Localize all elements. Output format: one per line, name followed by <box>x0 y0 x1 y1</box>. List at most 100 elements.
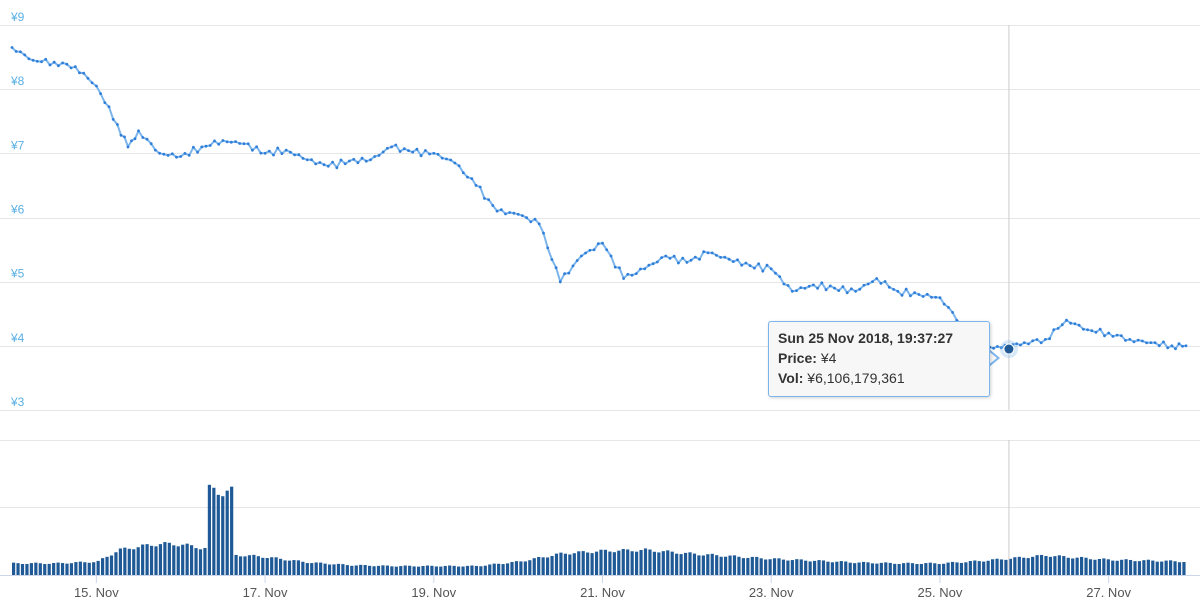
price-point <box>723 255 727 259</box>
price-point <box>744 261 748 265</box>
price-point <box>394 143 398 147</box>
volume-bar <box>621 549 625 575</box>
price-point <box>326 164 330 168</box>
volume-bar <box>559 552 563 575</box>
volume-bar <box>292 560 296 575</box>
price-point <box>951 311 954 314</box>
price-point <box>1184 344 1188 348</box>
volume-bar <box>314 562 318 575</box>
price-point <box>208 144 212 147</box>
price-point <box>774 271 777 275</box>
price-point <box>786 284 790 287</box>
volume-bar <box>817 560 821 575</box>
volume-bar <box>492 563 496 575</box>
price-point <box>487 198 490 202</box>
volume-bar <box>488 564 492 575</box>
price-point <box>364 159 368 163</box>
price-point <box>710 251 714 255</box>
volume-bar <box>870 563 875 575</box>
grid-layer <box>0 25 1200 576</box>
price-point <box>753 266 756 270</box>
volume-bar <box>310 563 314 575</box>
volume-bar <box>1022 557 1026 575</box>
price-point <box>221 139 225 142</box>
volume-bar <box>781 559 786 575</box>
volume-bar <box>252 554 256 575</box>
price-point <box>162 152 166 156</box>
volume-bar <box>942 563 946 575</box>
price-point <box>1145 341 1148 345</box>
price-point <box>35 59 39 63</box>
volume-bar <box>594 551 599 575</box>
volume-bar <box>439 566 443 575</box>
price-point <box>1157 344 1161 348</box>
price-point <box>65 62 69 66</box>
volume-bar <box>973 560 977 575</box>
volume-bar <box>772 558 777 575</box>
price-point <box>757 262 760 266</box>
volume-bar <box>737 556 741 575</box>
price-point <box>145 137 149 141</box>
price-point <box>57 64 60 68</box>
volume-bar <box>563 553 567 575</box>
price-point <box>672 254 676 258</box>
price-point <box>592 248 596 252</box>
volume-bar <box>910 563 915 575</box>
volume-bar <box>136 547 140 575</box>
price-point <box>925 292 929 296</box>
tooltip-title: Sun 25 Nov 2018, 19:37:27 <box>778 330 954 346</box>
volume-bar <box>327 564 332 575</box>
price-point <box>1073 322 1077 326</box>
price-point <box>99 92 102 95</box>
volume-bar <box>132 549 136 575</box>
price-point <box>179 155 183 158</box>
volume-bar <box>323 563 327 575</box>
price-point <box>546 246 550 250</box>
price-point <box>133 137 137 141</box>
price-point <box>1141 339 1144 343</box>
price-point <box>1181 344 1184 348</box>
volume-bar <box>425 565 430 575</box>
price-point <box>27 57 31 61</box>
volume-bar <box>265 558 269 575</box>
volume-bar <box>1026 558 1030 575</box>
volume-bar <box>897 564 901 575</box>
price-point <box>571 264 575 268</box>
volume-bar <box>190 545 194 575</box>
price-point <box>78 71 81 75</box>
price-point <box>14 50 18 53</box>
volume-bar <box>857 562 861 575</box>
volume-bar <box>221 496 225 575</box>
price-line-series <box>10 46 1188 352</box>
price-point <box>82 71 86 75</box>
volume-bar <box>354 565 358 575</box>
price-point <box>1177 342 1181 346</box>
volume-bar <box>92 562 96 575</box>
volume-bar <box>1177 562 1182 575</box>
y-tick-label: ¥9 <box>10 10 25 24</box>
price-point <box>892 288 895 291</box>
price-point <box>812 283 815 287</box>
price-point <box>44 57 48 61</box>
volume-bar <box>715 555 719 575</box>
price-point <box>1153 341 1157 345</box>
price-point <box>1086 328 1089 332</box>
price-point <box>10 46 14 49</box>
price-point <box>1098 327 1102 331</box>
price-point <box>242 142 246 146</box>
price-point <box>668 256 672 260</box>
volume-bar <box>581 551 585 575</box>
volume-bar <box>47 563 51 575</box>
price-point <box>461 171 465 175</box>
volume-bar <box>158 544 163 575</box>
volume-bar <box>194 548 198 575</box>
volume-bar <box>38 563 42 575</box>
volume-bar <box>603 549 608 575</box>
volume-bar <box>465 565 470 575</box>
volume-bar <box>546 557 550 575</box>
volume-bar <box>541 557 545 575</box>
volume-bar <box>1111 560 1115 575</box>
volume-bar <box>1151 560 1155 575</box>
x-axis-tick-labels: 15. Nov 17. Nov 19. Nov 21. Nov 23. Nov 25. N… <box>74 575 1132 600</box>
volume-bar <box>83 562 87 575</box>
